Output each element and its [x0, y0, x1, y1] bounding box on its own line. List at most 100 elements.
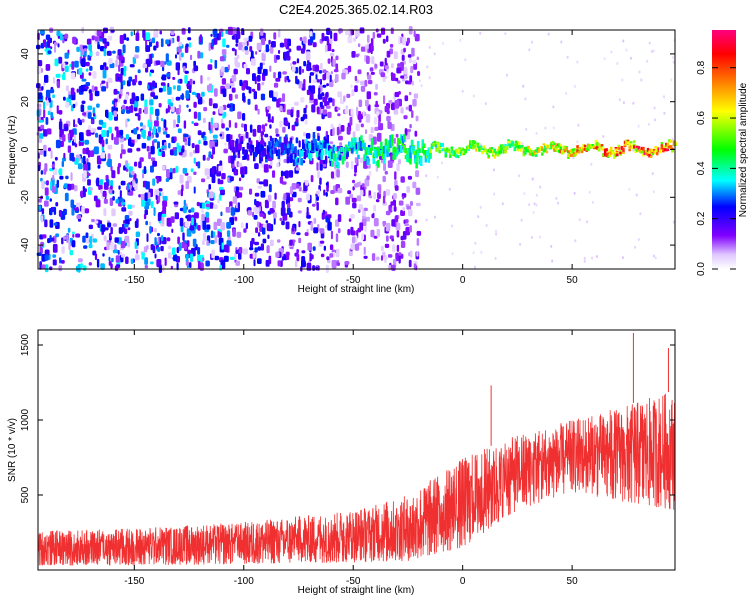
spectrogram-cell — [103, 208, 107, 217]
spectrogram-cell — [154, 253, 157, 259]
spectrogram-cell — [473, 144, 477, 149]
spectrogram-cell — [113, 88, 118, 95]
spectrogram-cell — [155, 60, 161, 65]
spectrogram-cell — [462, 150, 466, 154]
spectrogram-cell — [137, 114, 141, 121]
spectrogram-cell — [192, 80, 196, 85]
spectrogram-cell — [651, 148, 654, 153]
spectrogram-cell — [599, 144, 602, 148]
spectrogram-cell — [367, 147, 371, 156]
spectrogram-cell — [177, 114, 181, 124]
spectrogram-cell — [309, 72, 314, 76]
spectrogram-cell — [203, 140, 208, 146]
x-tick-label: -150 — [124, 576, 144, 587]
spectrogram-cell — [367, 74, 372, 80]
spectrogram-cell — [492, 154, 495, 157]
spectrogram-cell — [583, 145, 587, 150]
spectrogram-cell — [189, 78, 193, 85]
spectrogram-cell — [322, 84, 327, 88]
spectrogram-cell — [374, 126, 379, 131]
spectrogram-cell — [504, 150, 507, 154]
spectrogram-cell — [528, 152, 532, 156]
spectrogram-cell — [484, 149, 487, 153]
spectrogram-cell — [272, 212, 277, 219]
spectrogram-cell — [115, 59, 118, 68]
spectrogram-cell — [89, 150, 95, 157]
spectrogram-cell — [38, 205, 42, 211]
spectrogram-cell — [92, 238, 97, 243]
spectrogram-cell — [475, 143, 478, 146]
spectrogram-cell — [326, 214, 332, 219]
spectrogram-cell — [504, 144, 507, 147]
spectrogram-cell — [421, 146, 424, 154]
spectrogram-cell — [301, 68, 305, 73]
spectrogram-cell — [145, 220, 148, 226]
spectrogram-cell — [54, 44, 57, 53]
spectrogram-cell — [238, 186, 244, 191]
spectrogram-cell — [668, 139, 671, 142]
spectrogram-cell — [456, 151, 460, 155]
spectrogram-cell — [176, 123, 179, 128]
spectrogram-cell — [150, 165, 154, 173]
spectrogram-cell — [663, 111, 666, 115]
spectrogram-cell — [75, 101, 78, 107]
spectrogram-cell — [86, 173, 91, 177]
spectrogram-cell — [113, 136, 119, 145]
spectrogram-cell — [331, 161, 334, 167]
spectrogram-cell — [85, 82, 90, 87]
spectrogram-cell — [554, 145, 558, 149]
spectrogram-cell — [386, 35, 389, 43]
spectrogram-cell — [363, 154, 366, 161]
spectrogram-cell — [144, 209, 148, 216]
spectrogram-cell — [74, 60, 79, 68]
spectrogram-cell — [354, 164, 357, 173]
spectrogram-cell — [59, 257, 62, 264]
spectrogram-cell — [178, 104, 181, 113]
spectrogram-cell — [185, 180, 189, 190]
spectrogram-cell — [495, 151, 498, 155]
spectrogram-cell — [230, 207, 235, 216]
spectrogram-cell — [501, 202, 504, 206]
spectrogram-cell — [54, 156, 58, 161]
spectrogram-cell — [634, 245, 637, 249]
spectrogram-cell — [45, 117, 49, 125]
spectrogram-cell — [375, 199, 380, 203]
spectrogram-cell — [377, 147, 380, 155]
spectrogram-cell — [570, 154, 573, 157]
spectrogram-cell — [613, 152, 616, 155]
spectrogram-cell — [208, 184, 211, 190]
spectrogram-cell — [80, 104, 85, 113]
spectrogram-cell — [271, 140, 274, 149]
spectrogram-cell — [628, 187, 631, 191]
spectrogram-cell — [418, 79, 421, 83]
spectrogram-cell — [383, 151, 386, 160]
spectrogram-cell — [234, 253, 237, 261]
spectrogram-cell — [409, 145, 412, 152]
spectrogram-cell — [304, 118, 308, 125]
spectrogram-cell — [412, 149, 415, 155]
spectrogram-cell — [606, 152, 610, 156]
spectrogram-cell — [193, 65, 199, 72]
spectrogram-cell — [487, 154, 490, 158]
spectrogram-cell — [135, 178, 138, 184]
spectrogram-cell — [260, 28, 264, 36]
spectrogram-cell — [51, 237, 55, 242]
spectrogram-cell — [390, 27, 394, 35]
spectrogram-cell — [387, 144, 391, 152]
spectrogram-cell — [184, 141, 188, 146]
spectrogram-cell — [228, 141, 231, 147]
spectrogram-cell — [354, 85, 358, 93]
spectrogram-cell — [356, 181, 361, 187]
spectrogram-cell — [550, 143, 553, 146]
y-tick-label: -20 — [20, 190, 31, 205]
spectrogram-cell — [629, 56, 632, 60]
spectrogram-cell — [155, 194, 158, 200]
spectrogram-cell — [400, 134, 403, 141]
spectrogram-cell — [180, 52, 184, 58]
spectrogram-cell — [173, 119, 176, 128]
spectrogram-cell — [305, 138, 308, 144]
spectrogram-cell — [246, 68, 250, 75]
spectrogram-cell — [360, 46, 366, 52]
spectrogram-cell — [230, 134, 233, 140]
spectrogram-cell — [409, 156, 412, 165]
